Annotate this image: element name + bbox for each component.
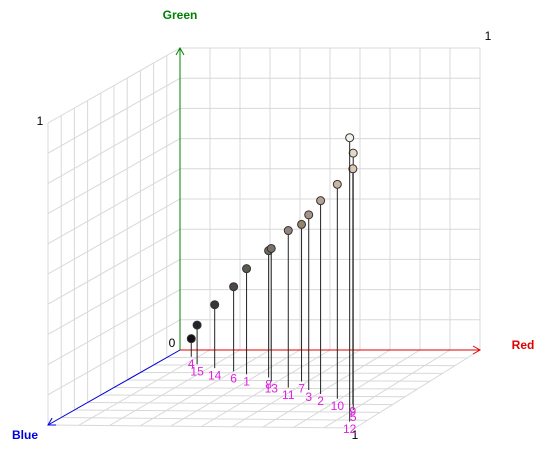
point [266, 243, 276, 253]
tick-label: 0 [169, 336, 176, 350]
green-axis-head [175, 46, 185, 56]
point [345, 133, 355, 143]
axis-title: Blue [12, 428, 38, 442]
grid-line [61, 417, 368, 421]
point-label: 9 [350, 404, 357, 418]
point [229, 282, 239, 292]
point-label: 11 [282, 388, 295, 402]
grid-line [47, 138, 181, 215]
point [348, 164, 358, 174]
grid-line [74, 409, 381, 413]
blue-axis-head [47, 417, 57, 426]
point-label: 6 [230, 371, 237, 385]
grid-line [100, 394, 406, 398]
grid-line [47, 168, 181, 245]
point [186, 334, 196, 344]
point [283, 226, 293, 236]
tick-label: 1 [352, 428, 359, 442]
point [192, 320, 202, 330]
point-label: 10 [331, 399, 345, 413]
point-label: 1 [243, 375, 250, 389]
point [316, 196, 326, 206]
axis-title: Red [512, 338, 535, 352]
point-label: 2 [317, 394, 324, 408]
grid-line [262, 349, 391, 428]
point-label: 7 [298, 382, 305, 396]
point-label: 12 [343, 422, 357, 436]
point [297, 219, 307, 229]
grid-line [324, 349, 451, 429]
point-label: 3 [305, 390, 312, 404]
grid-line [47, 424, 356, 429]
point-label: 14 [208, 368, 222, 382]
grid-line [47, 107, 181, 184]
tick-label: 1 [485, 29, 492, 43]
grid-line [47, 198, 181, 275]
grid-line [113, 387, 418, 390]
red-axis-head [472, 345, 482, 355]
grid-line [87, 402, 393, 406]
point-label: 8 [265, 378, 272, 392]
point-label: 13 [265, 382, 279, 396]
grid-line [47, 77, 181, 154]
point [304, 210, 314, 220]
axis-title: Green [163, 8, 198, 22]
grid-line [354, 349, 481, 429]
point [242, 264, 252, 274]
grid-line [47, 47, 181, 124]
point-label: 4 [188, 357, 195, 371]
point-label: 5 [350, 410, 357, 424]
point [348, 148, 358, 158]
point [210, 300, 220, 310]
grid-line [231, 349, 361, 428]
blue-axis [47, 349, 181, 426]
point-label: 15 [190, 365, 204, 379]
grid-line [293, 349, 421, 428]
tick-label: 1 [37, 114, 44, 128]
point [332, 179, 342, 189]
